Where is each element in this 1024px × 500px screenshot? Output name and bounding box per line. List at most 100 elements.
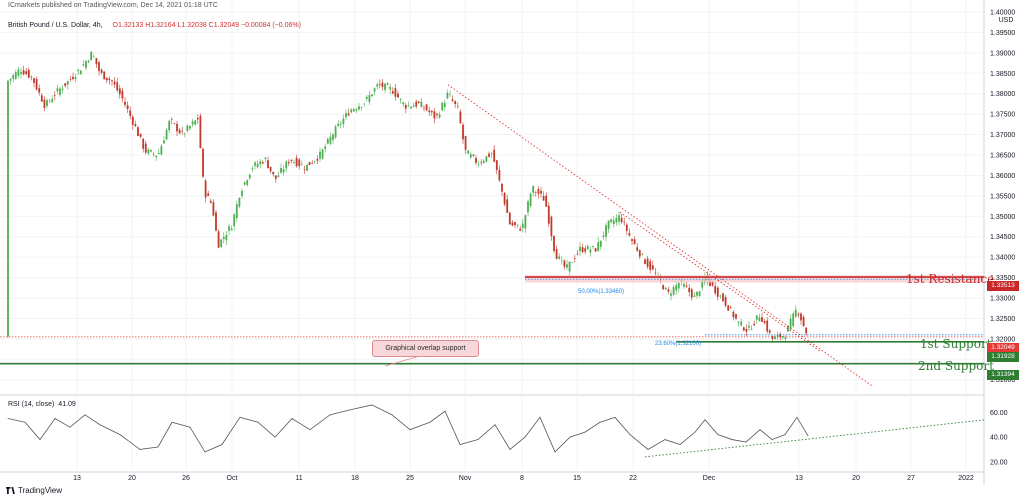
candle-body <box>670 293 672 296</box>
candle-body <box>108 78 111 81</box>
rsi-point <box>694 431 696 433</box>
price-tick-label: 1.34500 <box>990 234 1015 241</box>
candle-body <box>740 321 743 326</box>
candle-body <box>547 205 550 224</box>
rsi-point <box>717 434 719 436</box>
candle-body <box>22 70 25 75</box>
candle-body <box>709 279 711 287</box>
candle-body <box>566 264 568 268</box>
candle-body <box>176 123 178 132</box>
rsi-point <box>614 416 616 418</box>
tradingview-footer[interactable]: TradingView <box>6 486 62 495</box>
candle-body <box>186 125 189 131</box>
candle-body <box>404 105 407 109</box>
rsi-tick-label: 60.00 <box>990 410 1008 417</box>
rsi-point <box>629 434 631 436</box>
candle-body <box>342 118 345 125</box>
candle-body <box>402 102 405 105</box>
candle-body <box>407 105 410 106</box>
candle-body <box>792 313 795 327</box>
rsi-point <box>807 435 809 437</box>
candle-body <box>350 109 353 113</box>
price-tick-label: 1.35500 <box>990 193 1015 200</box>
candle-body <box>761 317 763 322</box>
candle-body <box>27 69 30 78</box>
time-tick-label: 27 <box>907 475 915 482</box>
candle-body <box>589 249 592 253</box>
candle-body <box>150 149 152 152</box>
candle-body <box>77 69 80 71</box>
candle-body <box>59 88 61 95</box>
candle-body <box>311 163 314 164</box>
candle-body <box>384 83 386 90</box>
candle-body <box>306 164 308 171</box>
rsi-point <box>731 439 733 440</box>
candle-body <box>456 106 459 107</box>
candle-body <box>542 196 545 201</box>
chart-grid <box>0 0 985 485</box>
price-pane[interactable] <box>0 51 984 387</box>
candle-body <box>451 99 454 101</box>
candle-body <box>238 197 241 207</box>
candle-body <box>394 88 397 97</box>
candle-body <box>677 283 680 289</box>
candle-body <box>274 175 277 179</box>
candle-body <box>178 129 181 134</box>
candle-body <box>498 169 501 181</box>
candle-body <box>326 138 329 144</box>
price-tick-label: 1.33500 <box>990 275 1015 282</box>
rsi-point <box>554 451 556 453</box>
rsi-point <box>157 446 159 448</box>
fib-50-label: 50.00%(1.33460) <box>578 289 625 295</box>
candle-body <box>391 91 394 94</box>
candle-body <box>423 108 425 109</box>
candle-body <box>745 328 748 332</box>
rsi-point <box>54 418 56 419</box>
candle-body <box>298 159 301 167</box>
candle-body <box>654 272 657 274</box>
candle-body <box>61 88 64 90</box>
candle-body <box>126 105 129 110</box>
rsi-point <box>349 409 351 411</box>
candle-body <box>264 157 267 160</box>
label-1st-support: 1st Support <box>920 337 992 351</box>
candle-body <box>329 136 332 144</box>
candle-body <box>131 116 134 125</box>
rsi-point <box>274 436 276 438</box>
rsi-line <box>7 404 809 453</box>
rsi-point <box>459 444 461 445</box>
candle-body <box>490 153 493 155</box>
rsi-point <box>664 439 666 440</box>
candle-body <box>576 253 579 255</box>
time-tick-label: 22 <box>629 475 637 482</box>
candle-body <box>173 123 176 124</box>
candle-body <box>111 80 113 82</box>
candle-body <box>693 295 696 297</box>
rsi-point <box>391 414 393 416</box>
candle-body <box>781 336 784 338</box>
candle-body <box>129 110 132 116</box>
rsi-point <box>409 429 411 431</box>
candle-body <box>412 105 415 107</box>
rsi-point <box>221 444 223 445</box>
rsi-point <box>584 431 586 433</box>
candle-body <box>501 183 503 192</box>
candle-body <box>794 309 797 317</box>
annotation-pointer <box>384 355 421 367</box>
candle-body <box>319 151 321 159</box>
candle-body <box>43 99 46 108</box>
time-tick-label: 25 <box>406 475 414 482</box>
rsi-pane[interactable] <box>7 404 986 458</box>
rsi-point <box>84 414 86 416</box>
candle-body <box>417 101 420 103</box>
candle-body <box>610 219 613 223</box>
candle-body <box>683 283 685 287</box>
candle-body <box>495 160 498 171</box>
candle-body <box>649 261 652 270</box>
candle-body <box>137 127 139 136</box>
candle-body <box>228 226 230 231</box>
candle-body <box>753 323 756 326</box>
candle-body <box>779 333 782 338</box>
ticker-ohlc: O1.32133 H1.32164 L1.32038 C1.32049 −0.0… <box>112 22 301 29</box>
